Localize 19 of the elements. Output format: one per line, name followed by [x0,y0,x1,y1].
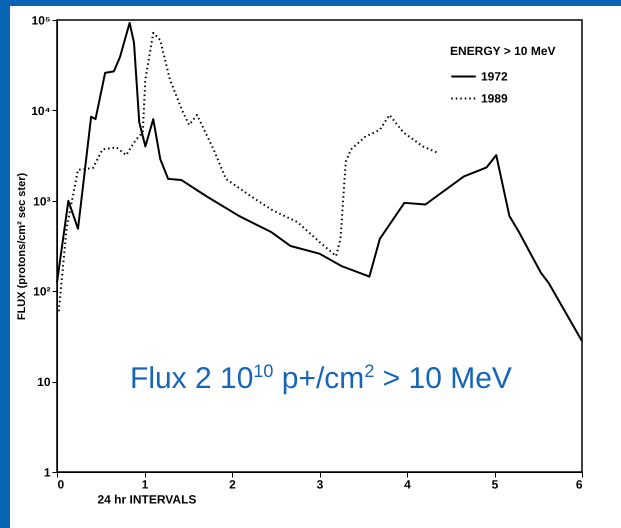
legend-title: ENERGY > 10 MeV [450,44,556,58]
x-tick-label: 1 [142,478,149,492]
y-tick-label: 10² [33,284,51,299]
legend-label: 1989 [481,92,508,106]
y-tick-label: 10⁴ [31,104,51,118]
y-tick-label: 10⁵ [32,14,50,28]
x-axis-title: 24 hr INTERVALS [98,492,196,506]
y-axis-title: FLUX (protons/cm² sec ster) [16,172,28,320]
y-tick-label: 10 [37,375,51,390]
x-tick-label: 3 [316,478,324,492]
legend-label: 1972 [481,70,508,84]
x-tick-label: 4 [404,478,412,492]
annotation: Flux 2 10$^{10}$ p+/cm$^{2}$ > 10 MeV [130,361,512,396]
y-tick-label: 10³ [33,194,51,208]
x-tick-label: 5 [492,478,499,492]
x-tick-label: 2 [229,478,236,492]
x-tick-label: 0 [58,478,64,492]
y-tick-label: 1 [44,466,51,480]
x-tick-label: 6 [576,478,583,492]
